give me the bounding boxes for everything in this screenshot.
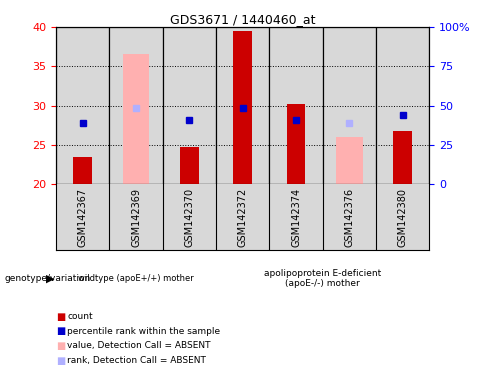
- Text: GSM142369: GSM142369: [131, 188, 141, 247]
- Bar: [74, 157, 92, 184]
- Text: ■: ■: [56, 341, 65, 351]
- Text: GSM142367: GSM142367: [78, 188, 88, 247]
- Text: GSM142374: GSM142374: [291, 188, 301, 247]
- Text: rank, Detection Call = ABSENT: rank, Detection Call = ABSENT: [67, 356, 206, 365]
- Bar: [163, 27, 216, 184]
- Text: ■: ■: [56, 312, 65, 322]
- Text: GSM142372: GSM142372: [238, 188, 248, 247]
- Bar: [287, 104, 305, 184]
- Bar: [376, 27, 429, 184]
- Text: percentile rank within the sample: percentile rank within the sample: [67, 327, 221, 336]
- Bar: [323, 27, 376, 184]
- Text: count: count: [67, 312, 93, 321]
- Text: ■: ■: [56, 356, 65, 366]
- Text: GSM142380: GSM142380: [398, 188, 408, 247]
- Bar: [109, 27, 163, 184]
- Text: wildtype (apoE+/+) mother: wildtype (apoE+/+) mother: [78, 274, 194, 283]
- Bar: [269, 27, 323, 184]
- Bar: [393, 131, 412, 184]
- Text: GSM142370: GSM142370: [184, 188, 194, 247]
- Text: ▶: ▶: [46, 273, 55, 283]
- Text: value, Detection Call = ABSENT: value, Detection Call = ABSENT: [67, 341, 211, 351]
- Text: GSM142376: GSM142376: [345, 188, 354, 247]
- Text: ■: ■: [56, 326, 65, 336]
- Text: genotype/variation: genotype/variation: [5, 274, 91, 283]
- Bar: [336, 137, 363, 184]
- Bar: [180, 147, 199, 184]
- Bar: [233, 31, 252, 184]
- Bar: [123, 55, 149, 184]
- Title: GDS3671 / 1440460_at: GDS3671 / 1440460_at: [170, 13, 316, 26]
- Text: apolipoprotein E-deficient
(apoE-/-) mother: apolipoprotein E-deficient (apoE-/-) mot…: [264, 269, 382, 288]
- Bar: [216, 27, 269, 184]
- Bar: [56, 27, 109, 184]
